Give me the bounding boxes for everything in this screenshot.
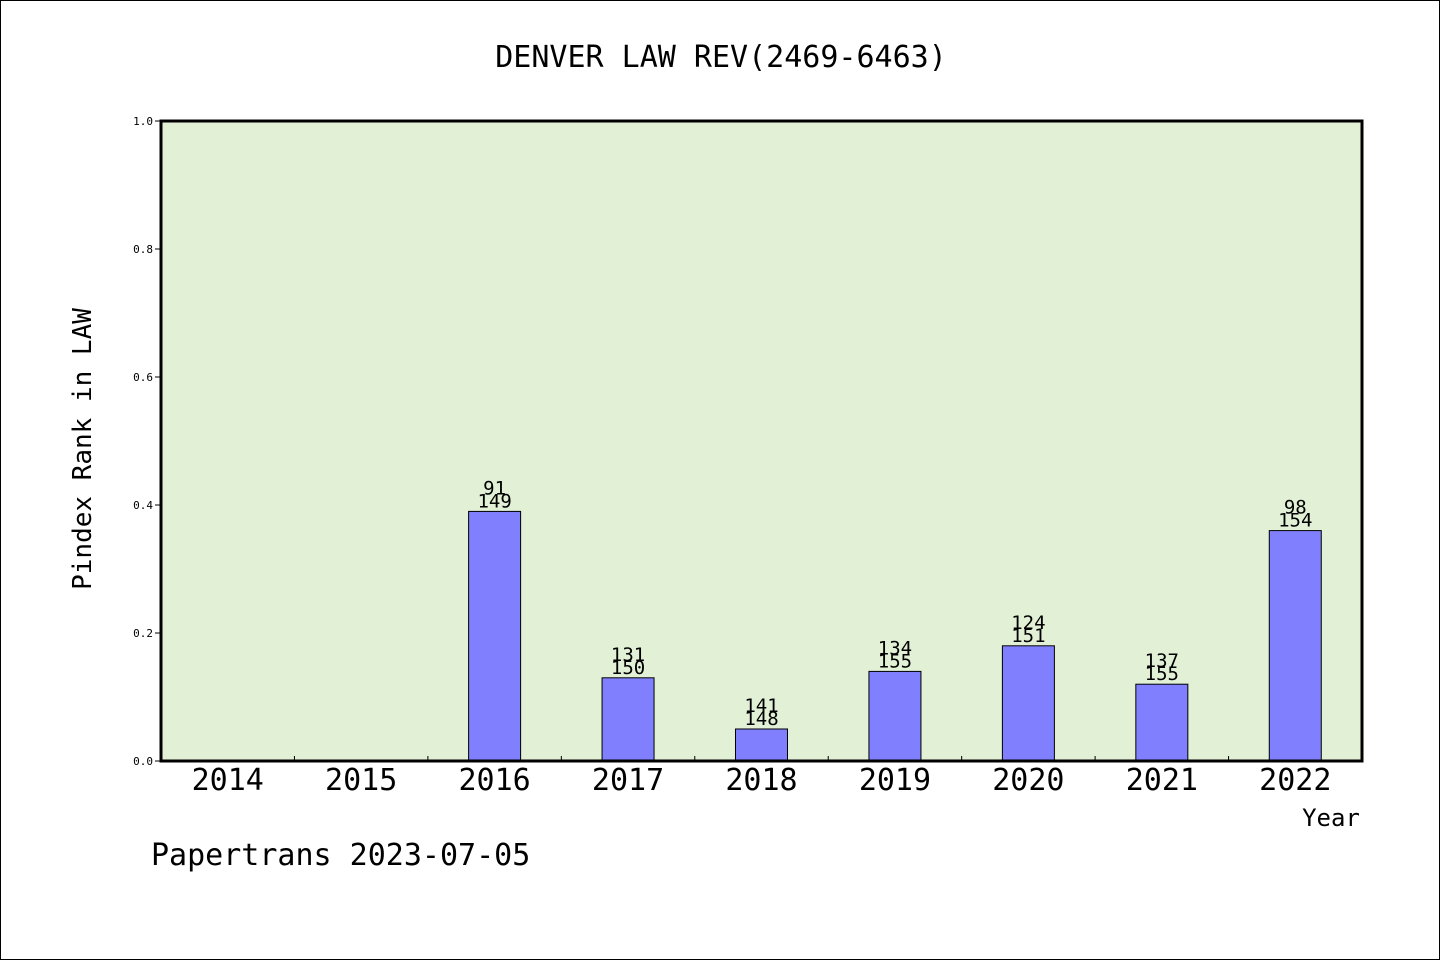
bar-rank-label: 141: [744, 695, 778, 717]
y-tick-label: 0.8: [133, 243, 153, 256]
bar-rank-label: 98: [1284, 497, 1307, 519]
x-axis: 2014 2015 2016 2017 2018 2019 2020 2021 2022: [192, 756, 1331, 798]
y-tick-label: 1.0: [133, 115, 153, 128]
y-tick-label: 0.6: [133, 371, 153, 384]
bar: [868, 670, 922, 762]
chart-title: DENVER LAW REV(2469-6463): [495, 40, 947, 75]
bar-rank-label: 137: [1145, 650, 1179, 672]
bar: [1135, 683, 1189, 762]
bar-rank-label: 131: [611, 644, 645, 666]
x-tick-label: 2018: [725, 763, 797, 798]
y-tick-label: 0.4: [133, 499, 153, 512]
bar-total-label: 148: [744, 708, 778, 730]
bar-rank-label: 134: [878, 637, 912, 659]
x-tick-label: 2021: [1126, 763, 1198, 798]
y-axis: 0.0 0.2 0.4 0.6 0.8 1.0: [133, 115, 161, 768]
y-tick-label: 0.0: [133, 755, 153, 768]
x-tick-label: 2015: [325, 763, 397, 798]
x-tick-label: 2014: [192, 763, 264, 798]
plot-border: [159, 119, 1364, 763]
bar-total-label: 150: [611, 657, 645, 679]
x-tick-label: 2017: [592, 763, 664, 798]
bar-rank-label: 124: [1011, 612, 1045, 634]
bar: [601, 677, 655, 762]
bar-total-label: 151: [1011, 625, 1045, 647]
bar-total-label: 154: [1278, 510, 1312, 532]
y-tick-label: 0.2: [133, 627, 153, 640]
bar: [468, 510, 522, 762]
plot-area: [161, 121, 1362, 761]
bar: [1001, 645, 1055, 762]
bar: [1268, 530, 1322, 762]
bar-total-label: 149: [477, 490, 511, 512]
bar-rank-label: 91: [483, 477, 506, 499]
bar-series: [468, 510, 1322, 762]
x-tick-label: 2019: [859, 763, 931, 798]
x-tick-label: 2020: [992, 763, 1064, 798]
x-tick-label: 2022: [1259, 763, 1331, 798]
x-axis-label: Year: [1302, 804, 1360, 832]
bar: [735, 728, 788, 762]
footer-credit: Papertrans 2023-07-05: [151, 838, 530, 873]
x-tick-label: 2016: [458, 763, 530, 798]
bar-total-label: 155: [878, 650, 912, 672]
y-axis-label: Pindex Rank in LAW: [68, 308, 98, 590]
bar-total-label: 155: [1145, 663, 1179, 685]
